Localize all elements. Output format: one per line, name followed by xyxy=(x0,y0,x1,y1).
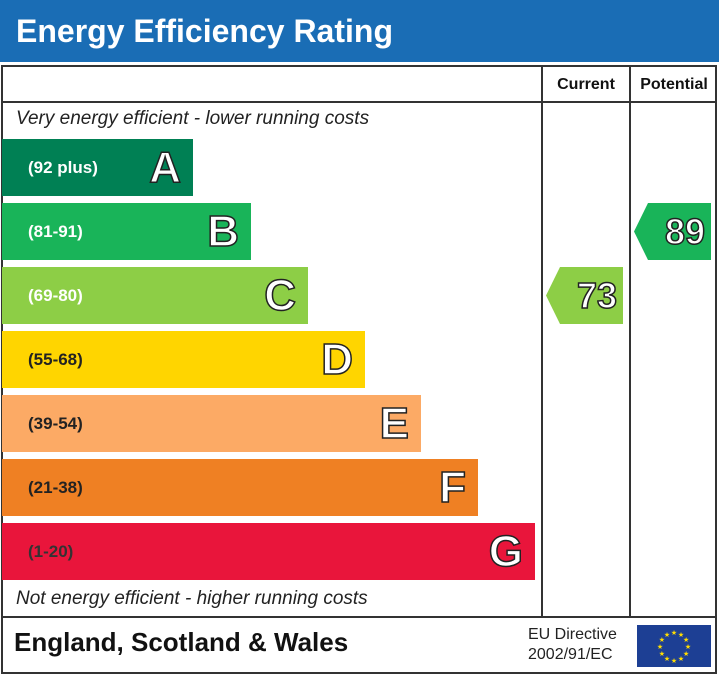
band-letter: G xyxy=(488,526,524,577)
band-a: (92 plus) A xyxy=(2,139,193,196)
band-e: (39-54) E xyxy=(2,395,421,452)
star-icon: ★ xyxy=(683,650,689,658)
star-icon: ★ xyxy=(678,631,684,639)
band-c: (69-80) C xyxy=(2,267,308,324)
band-range: (81-91) xyxy=(28,222,83,241)
star-icon: ★ xyxy=(657,643,663,651)
band-range: (39-54) xyxy=(28,414,83,433)
star-icon: ★ xyxy=(664,655,670,663)
top-note: Very energy efficient - lower running co… xyxy=(16,108,370,129)
band-range: (92 plus) xyxy=(28,158,98,177)
star-icon: ★ xyxy=(659,636,665,644)
band-g: (1-20) G xyxy=(2,523,535,580)
star-icon: ★ xyxy=(683,636,689,644)
column-divider xyxy=(629,65,631,618)
band-letter: C xyxy=(263,270,296,321)
footer-divider xyxy=(1,616,717,618)
star-icon: ★ xyxy=(685,643,691,651)
eu-directive: EU Directive 2002/91/EC xyxy=(528,625,617,665)
eu-directive-line2: 2002/91/EC xyxy=(528,646,613,663)
star-icon: ★ xyxy=(664,631,670,639)
band-f: (21-38) F xyxy=(2,459,478,516)
column-header-potential: Potential xyxy=(640,76,708,93)
band-d: (55-68) D xyxy=(2,331,365,388)
band-b: (81-91) B xyxy=(2,203,251,260)
band-letter: E xyxy=(379,398,410,449)
star-icon: ★ xyxy=(678,655,684,663)
star-icon: ★ xyxy=(659,650,665,658)
band-range: (55-68) xyxy=(28,350,83,369)
chart-title: Energy Efficiency Rating xyxy=(0,0,719,62)
band-range: (1-20) xyxy=(28,542,74,561)
current-rating-value: 73 xyxy=(576,274,618,317)
band-range: (69-80) xyxy=(28,286,83,305)
eu-flag-icon: ★ ★ ★ ★ ★ ★ ★ ★ ★ ★ ★ ★ xyxy=(637,625,711,667)
column-divider xyxy=(541,65,543,618)
star-icon: ★ xyxy=(671,629,677,637)
band-letter: F xyxy=(438,462,466,513)
band-letter: B xyxy=(206,206,239,257)
eu-directive-line1: EU Directive xyxy=(528,626,617,643)
potential-rating-arrow: 89 xyxy=(634,203,711,260)
star-icon: ★ xyxy=(671,657,677,665)
band-range: (21-38) xyxy=(28,478,83,497)
potential-rating-value: 89 xyxy=(664,210,706,253)
bottom-note: Not energy efficient - higher running co… xyxy=(16,588,368,609)
band-letter: D xyxy=(320,334,353,385)
column-header-current: Current xyxy=(557,76,615,93)
header-divider xyxy=(1,101,717,103)
band-letter: A xyxy=(148,142,181,193)
current-rating-arrow: 73 xyxy=(546,267,623,324)
country-label: England, Scotland & Wales xyxy=(14,627,349,657)
